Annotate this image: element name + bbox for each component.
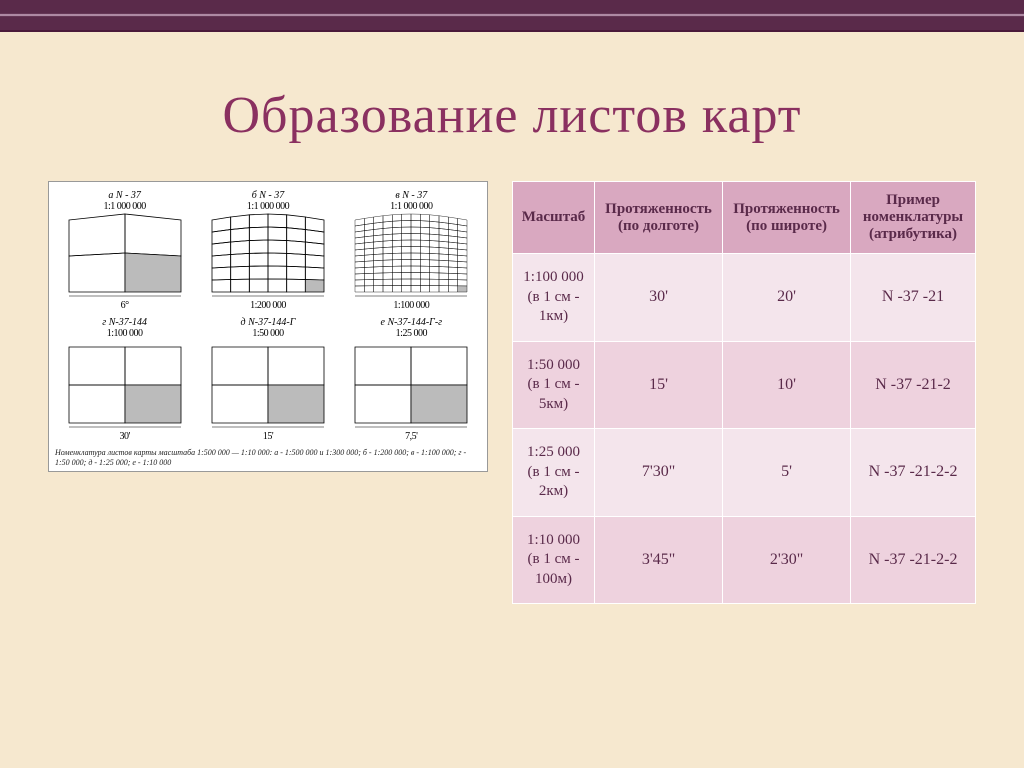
scale-table: Масштаб Протяженность (по долготе) Протя… [512, 181, 976, 604]
cell-lat: 10' [723, 341, 851, 429]
cell-scale: 1:10 000(в 1 см - 100м) [513, 516, 595, 604]
table-row: 1:10 000(в 1 см - 100м)3'45"2'30"N -37 -… [513, 516, 976, 604]
diagram-code: N - 37 [402, 190, 427, 201]
diagram-cell: б N - 371:1 000 000 1:200 000 [198, 190, 337, 311]
table-row: 1:50 000(в 1 см - 5км)15'10'N -37 -21-2 [513, 341, 976, 429]
map-grid-svg [61, 339, 189, 431]
map-grid-svg [61, 212, 189, 300]
cell-lon: 30' [595, 254, 723, 342]
cell-lon: 7'30" [595, 429, 723, 517]
diagram-bottom-label: 1:100 000 [342, 300, 481, 311]
slide-body: Образование листов карт а N - 371:1 000 … [0, 32, 1024, 624]
diagram-panel: а N - 371:1 000 0006°б N - 371:1 000 000… [48, 181, 488, 472]
table-panel: Масштаб Протяженность (по долготе) Протя… [512, 181, 976, 604]
map-grid-svg [204, 339, 332, 431]
cell-nomen: N -37 -21 [851, 254, 976, 342]
diagram-code: N - 37 [116, 190, 141, 201]
diagram-letter: д N-37-144-Г [198, 317, 337, 328]
table-row: 1:100 000(в 1 см - 1км)30'20'N -37 -21 [513, 254, 976, 342]
map-grid-svg [347, 339, 475, 431]
page-title: Образование листов карт [48, 86, 976, 145]
diagram-scale-label: 1:1 000 000 [198, 201, 337, 212]
diagram-bottom-label: 7,5' [342, 431, 481, 442]
diagram-cell: е N-37-144-Г-г1:25 000 7,5' [342, 317, 481, 442]
diagram-letter: г N-37-144 [55, 317, 194, 328]
diagram-row: а N - 371:1 000 0006°б N - 371:1 000 000… [55, 190, 481, 311]
diagram-letter: б N - 37 [198, 190, 337, 201]
diagram-scale-label: 1:1 000 000 [342, 201, 481, 212]
diagram-code: N - 37 [259, 190, 284, 201]
diagram-bottom-label: 1:200 000 [198, 300, 337, 311]
cell-scale: 1:100 000(в 1 см - 1км) [513, 254, 595, 342]
cell-scale: 1:25 000(в 1 см - 2км) [513, 429, 595, 517]
diagram-cell: д N-37-144-Г1:50 000 15' [198, 317, 337, 442]
cell-nomen: N -37 -21-2-2 [851, 516, 976, 604]
cell-lat: 20' [723, 254, 851, 342]
cell-nomen: N -37 -21-2 [851, 341, 976, 429]
diagram-cell: г N-37-1441:100 000 30' [55, 317, 194, 442]
cell-lon: 3'45" [595, 516, 723, 604]
th-nomen: Пример номенклатуры (атрибутика) [851, 182, 976, 254]
diagram-code: N-37-144-Г-г [388, 317, 443, 328]
diagram-bottom-label: 6° [55, 300, 194, 311]
diagram-bottom-label: 15' [198, 431, 337, 442]
diagram-scale-label: 1:50 000 [198, 328, 337, 339]
diagram-scale-label: 1:100 000 [55, 328, 194, 339]
th-lat: Протяженность (по широте) [723, 182, 851, 254]
content-row: а N - 371:1 000 0006°б N - 371:1 000 000… [48, 181, 976, 604]
slide-header-bar [0, 0, 1024, 32]
cell-lat: 2'30" [723, 516, 851, 604]
diagram-scale-label: 1:25 000 [342, 328, 481, 339]
diagram-letter: в N - 37 [342, 190, 481, 201]
diagram-letter: е N-37-144-Г-г [342, 317, 481, 328]
diagram-row: г N-37-1441:100 000 30' д N-37-144-Г1:50 0… [55, 317, 481, 442]
diagram-code: N-37-144 [109, 317, 147, 328]
map-grid-svg [347, 212, 475, 300]
th-scale: Масштаб [513, 182, 595, 254]
diagram-bottom-label: 30' [55, 431, 194, 442]
diagram-scale-label: 1:1 000 000 [55, 201, 194, 212]
cell-nomen: N -37 -21-2-2 [851, 429, 976, 517]
diagram-caption: Номенклатура листов карты масштаба 1:500… [55, 448, 481, 467]
cell-lon: 15' [595, 341, 723, 429]
cell-lat: 5' [723, 429, 851, 517]
diagram-cell: а N - 371:1 000 000 6° [55, 190, 194, 311]
table-header-row: Масштаб Протяженность (по долготе) Протя… [513, 182, 976, 254]
th-lon: Протяженность (по долготе) [595, 182, 723, 254]
diagram-letter: а N - 37 [55, 190, 194, 201]
diagram-cell: в N - 371:1 000 000 1:100 000 [342, 190, 481, 311]
map-grid-svg [204, 212, 332, 300]
cell-scale: 1:50 000(в 1 см - 5км) [513, 341, 595, 429]
diagram-code: N-37-144-Г [248, 317, 295, 328]
table-row: 1:25 000(в 1 см - 2км)7'30"5'N -37 -21-2… [513, 429, 976, 517]
